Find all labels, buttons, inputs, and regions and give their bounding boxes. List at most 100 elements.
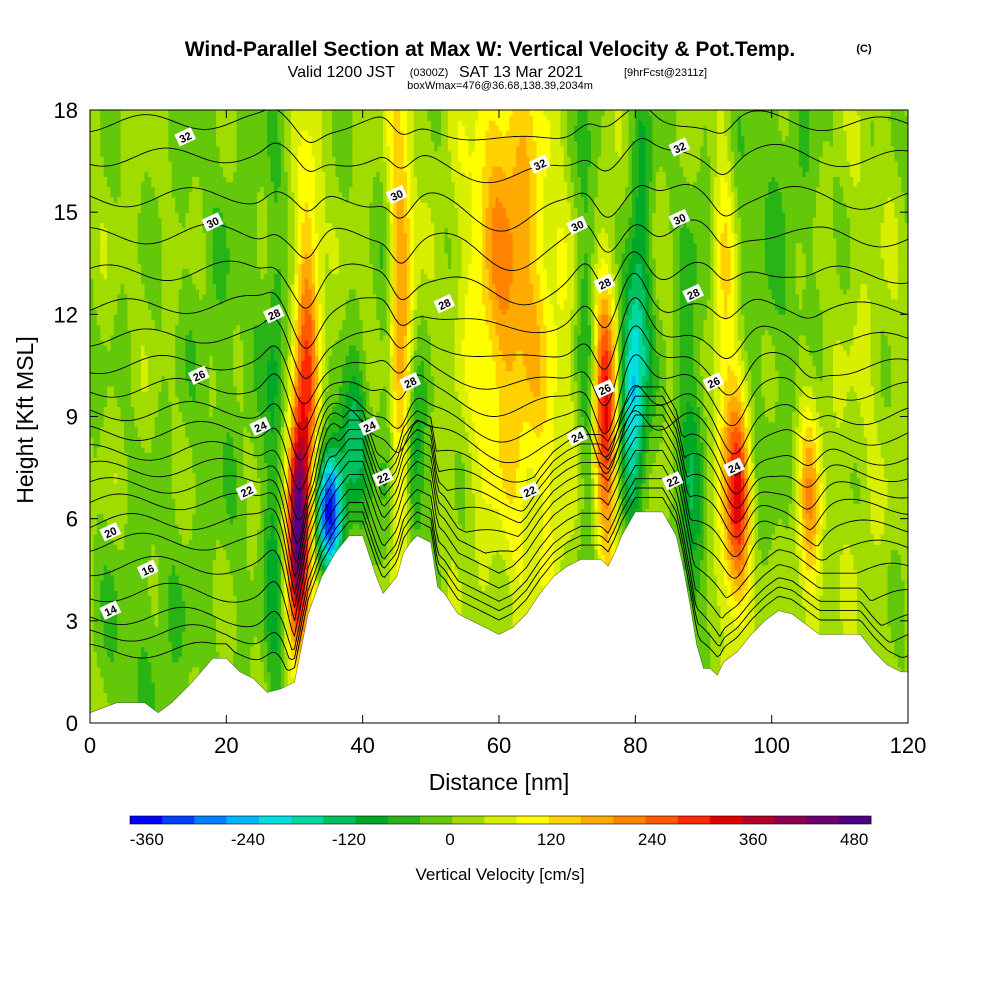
contour-label: 26	[187, 365, 210, 385]
theta-contour-21	[90, 395, 908, 545]
colorbar-swatch	[645, 816, 678, 824]
y-tick-label: 6	[66, 507, 78, 532]
contour-label-text: 26	[597, 382, 613, 398]
contour-label-text: 24	[727, 460, 744, 476]
x-tick-label: 60	[487, 733, 511, 758]
contour-label: 32	[668, 137, 691, 157]
theta-contour-22	[90, 386, 908, 521]
contour-label-text: 20	[103, 525, 119, 541]
contour-label: 28	[433, 293, 456, 314]
y-axis-label: Height [Kft MSL]	[12, 336, 38, 503]
contour-label-text: 30	[205, 215, 221, 231]
x-axis: 0 20 40 60 80 100 120	[84, 110, 926, 758]
colorbar-swatch	[516, 816, 550, 824]
contour-label-text: 28	[266, 307, 282, 323]
colorbar-swatch	[419, 816, 453, 824]
theta-contour-27	[90, 297, 908, 379]
colorbar-swatch	[291, 816, 324, 824]
colorbar-swatch	[162, 816, 195, 824]
colorbar-swatch	[774, 816, 807, 824]
contour-label: 24	[566, 426, 589, 447]
colorbar-tick-label: 480	[840, 830, 868, 849]
contour-label: 32	[174, 127, 197, 147]
colorbar-swatch	[484, 816, 517, 824]
colorbar-swatch	[258, 816, 292, 824]
colorbar-swatch	[452, 816, 485, 824]
y-axis: 0 3 6 9 12 15 18	[54, 98, 908, 736]
contour-label-text: 24	[570, 429, 587, 445]
colorbar-title: Vertical Velocity [cm/s]	[415, 865, 584, 884]
contour-label: 28	[262, 304, 285, 324]
x-tick-label: 120	[890, 733, 927, 758]
colorbar-swatch	[355, 816, 389, 824]
x-tick-label: 100	[753, 733, 790, 758]
contour-label-text: 24	[362, 419, 379, 435]
y-tick-label: 0	[66, 711, 78, 736]
colorbar-swatch	[581, 816, 614, 824]
theta-contour-18	[90, 425, 908, 595]
contour-label-text: 32	[672, 140, 688, 156]
x-axis-label: Distance [nm]	[429, 769, 570, 795]
contour-label-text: 22	[239, 484, 255, 500]
y-tick-label: 18	[54, 98, 78, 123]
valid-utc: (0300Z)	[410, 67, 449, 79]
theta-contour-16	[90, 450, 908, 621]
contour-label-text: 28	[403, 375, 419, 391]
theta-contour-20	[90, 405, 908, 564]
colorbar-swatch	[806, 816, 840, 824]
contour-label: 14	[99, 600, 122, 620]
colorbar-tick-label: -240	[231, 830, 265, 849]
contour-label: 32	[528, 154, 551, 174]
y-tick-label: 3	[66, 609, 78, 634]
theta-contour-19	[90, 414, 908, 578]
colorbar-outline	[129, 815, 872, 825]
theta-contour-24	[90, 384, 908, 461]
contour-label: 30	[201, 212, 224, 232]
forecast-info: [9hrFcst@2311z]	[624, 67, 707, 79]
contour-label: 30	[566, 215, 589, 236]
contour-label-text: 32	[532, 157, 548, 173]
contour-label-text: 22	[665, 474, 681, 490]
theta-contour-28	[90, 272, 908, 349]
theta-contour-29	[90, 251, 908, 309]
terrain-outline	[89, 511, 908, 714]
colorbar-ticks: -360 -240 -120 0 120 240 360 480	[130, 830, 869, 849]
colorbar-tick-label: -360	[130, 830, 164, 849]
y-tick-label: 12	[54, 302, 78, 327]
colorbar-swatch	[130, 816, 163, 824]
contour-label: 24	[723, 457, 745, 477]
contour-label: 16	[136, 559, 159, 580]
x-tick-label: 40	[350, 733, 374, 758]
colorbar-swatch	[194, 816, 227, 824]
contour-label: 24	[249, 416, 272, 436]
theta-contours	[90, 110, 908, 671]
contour-label: 28	[593, 273, 616, 293]
contour-label: 22	[235, 481, 258, 501]
theta-contour-30	[90, 219, 908, 271]
theta-contour-26	[90, 325, 908, 407]
theta-contour-17	[90, 436, 908, 608]
chart-title: Wind-Parallel Section at Max W: Vertical…	[185, 38, 796, 61]
contour-label: 22	[371, 467, 394, 488]
box-info: boxWmax=476@36.68,138.39,2034m	[407, 80, 593, 92]
colorbar-swatch	[387, 816, 421, 824]
contour-label: 26	[702, 372, 725, 392]
contour-label-text: 28	[597, 277, 613, 293]
contour-label-text: 28	[437, 297, 453, 313]
contour-label: 28	[682, 283, 704, 304]
contour-label-text: 30	[570, 219, 586, 235]
contour-label-text: 30	[672, 212, 688, 228]
contour-label-text: 22	[375, 471, 391, 487]
x-tick-label: 20	[214, 733, 238, 758]
contour-label: 20	[99, 522, 122, 542]
contour-label-text: 28	[686, 287, 702, 303]
colorbar-swatch	[838, 816, 872, 824]
colorbar-swatch	[226, 816, 260, 824]
colorbar-swatch	[677, 816, 711, 824]
x-tick-label: 0	[84, 733, 96, 758]
y-tick-label: 15	[54, 200, 78, 225]
valid-time: Valid 1200 JST	[288, 64, 396, 81]
x-tick-label: 80	[623, 733, 647, 758]
